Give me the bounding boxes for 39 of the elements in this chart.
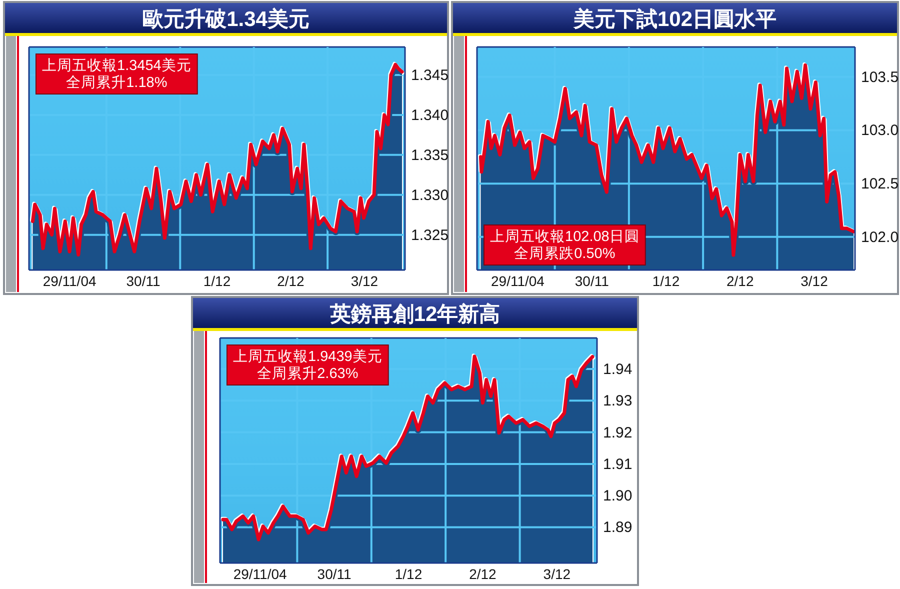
- y-tick-label: 1.335: [411, 146, 449, 164]
- y-tick-label: 102.0: [861, 228, 899, 246]
- annotation: 上周五收報1.3454美元: [42, 57, 192, 74]
- x-tick-label: 29/11/04: [233, 566, 288, 582]
- y-tick-label: 1.92: [603, 424, 632, 442]
- x-tick-label: 3/12: [543, 566, 571, 582]
- annotation: 上周五收報102.08日圓: [490, 228, 640, 245]
- x-tick-label: 30/11: [126, 273, 160, 289]
- x-tick-label: 1/12: [394, 566, 422, 582]
- x-tick-label: 1/12: [203, 273, 231, 289]
- x-tick-label: 30/11: [317, 566, 352, 582]
- x-tick-label: 3/12: [800, 273, 828, 289]
- annotation: 上周五收報1.9439美元: [233, 348, 382, 365]
- x-tick-label: 3/12: [350, 273, 378, 289]
- x-tick-label: 29/11/04: [42, 273, 96, 289]
- y-tick-label: 1.89: [603, 519, 632, 536]
- y-tick-label: 1.93: [603, 392, 632, 410]
- annotation: 全周累升1.18%: [66, 74, 168, 91]
- y-tick-label: 1.90: [603, 488, 632, 505]
- y-tick-label: 103.5: [861, 68, 899, 86]
- y-tick-label: 1.325: [411, 226, 449, 244]
- y-tick-label: 103.0: [861, 122, 899, 140]
- x-tick-label: 1/12: [652, 273, 680, 289]
- y-tick-label: 1.345: [411, 66, 449, 84]
- x-tick-label: 30/11: [574, 273, 610, 289]
- y-tick-label: 1.330: [411, 186, 449, 204]
- y-tick-label: 102.5: [861, 176, 899, 193]
- y-tick-label: 1.340: [411, 106, 449, 124]
- y-tick-label: 1.91: [603, 456, 632, 473]
- chart-title: 歐元升破1.34美元: [142, 7, 310, 31]
- chart-title: 英鎊再創12年新高: [328, 302, 500, 326]
- y-tick-label: 1.94: [603, 361, 632, 378]
- x-tick-label: 2/12: [277, 273, 305, 289]
- annotation: 全周累跌0.50%: [514, 245, 616, 262]
- x-tick-label: 29/11/04: [491, 273, 545, 289]
- chart-title: 美元下試102日圓水平: [572, 7, 777, 31]
- x-tick-label: 2/12: [469, 566, 497, 582]
- annotation: 全周累升2.63%: [257, 365, 358, 382]
- x-tick-label: 2/12: [726, 273, 754, 289]
